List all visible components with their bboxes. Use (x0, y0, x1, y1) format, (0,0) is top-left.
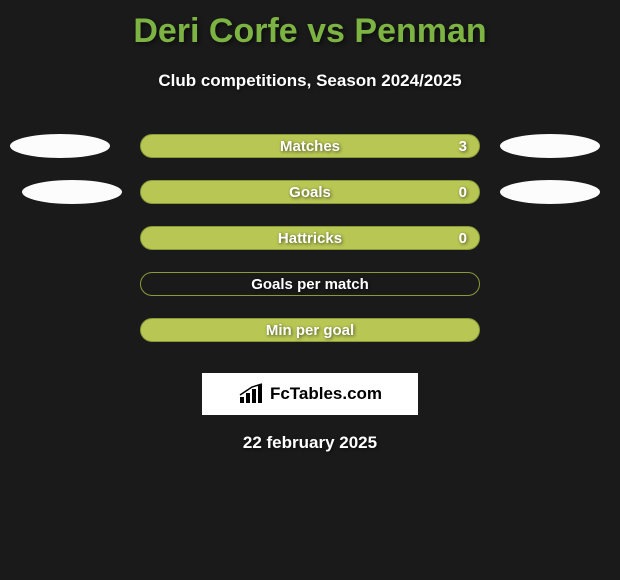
stat-value: 3 (459, 138, 467, 155)
logo-box: FcTables.com (202, 373, 418, 415)
stat-row-goals-per-match: Goals per match (0, 261, 620, 307)
stat-label: Matches (141, 138, 479, 155)
stat-bar: Goals 0 (140, 180, 480, 204)
stat-bar: Hattricks 0 (140, 226, 480, 250)
stat-label: Goals per match (141, 276, 479, 293)
stat-bar: Matches 3 (140, 134, 480, 158)
stat-row-hattricks: Hattricks 0 (0, 215, 620, 261)
stat-label: Goals (141, 184, 479, 201)
stat-value: 0 (459, 230, 467, 247)
date-label: 22 february 2025 (0, 433, 620, 453)
chart-icon (238, 383, 266, 405)
stat-bar: Goals per match (140, 272, 480, 296)
stat-bar: Min per goal (140, 318, 480, 342)
left-ellipse-icon (22, 180, 122, 204)
stat-row-goals: Goals 0 (0, 169, 620, 215)
page-subtitle: Club competitions, Season 2024/2025 (0, 71, 620, 91)
right-ellipse-icon (500, 134, 600, 158)
left-ellipse-icon (10, 134, 110, 158)
stat-row-matches: Matches 3 (0, 123, 620, 169)
stat-row-min-per-goal: Min per goal (0, 307, 620, 353)
right-ellipse-icon (500, 180, 600, 204)
logo-text: FcTables.com (270, 384, 382, 404)
stat-value: 0 (459, 184, 467, 201)
page-title: Deri Corfe vs Penman (0, 0, 620, 51)
stats-container: Matches 3 Goals 0 Hattricks 0 Goals per … (0, 123, 620, 353)
stat-label: Hattricks (141, 230, 479, 247)
stat-label: Min per goal (141, 322, 479, 339)
